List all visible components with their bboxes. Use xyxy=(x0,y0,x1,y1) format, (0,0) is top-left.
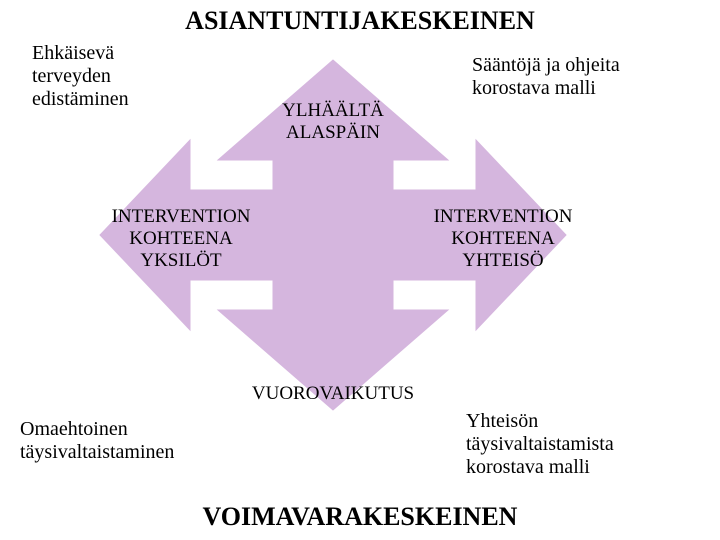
diagram-canvas: ASIANTUNTIJAKESKEINEN VOIMAVARAKESKEINEN… xyxy=(0,0,720,540)
mr-l3: YHTEISÖ xyxy=(462,250,543,271)
tl-l3: edistäminen xyxy=(32,88,129,110)
ml-l3: YKSILÖT xyxy=(140,250,221,271)
label-top-right: Sääntöjä ja ohjeita korostava malli xyxy=(472,54,620,100)
center-top-line2: ALASPÄIN xyxy=(286,122,380,143)
ml-l1: INTERVENTION xyxy=(112,206,251,227)
bl-l2: täysivaltaistaminen xyxy=(20,441,174,463)
label-mid-right: INTERVENTION KOHTEENA YHTEISÖ xyxy=(418,206,588,272)
center-top-line1: YLHÄÄLTÄ xyxy=(282,100,384,121)
mr-l1: INTERVENTION xyxy=(434,206,573,227)
title-bottom: VOIMAVARAKESKEINEN xyxy=(0,502,720,532)
tr-l1: Sääntöjä ja ohjeita xyxy=(472,54,620,76)
label-top-left: Ehkäisevä terveyden edistäminen xyxy=(32,42,129,111)
ml-l2: KOHTEENA xyxy=(129,228,232,249)
br-l1: Yhteisön xyxy=(466,410,538,432)
label-mid-left: INTERVENTION KOHTEENA YKSILÖT xyxy=(96,206,266,272)
center-bottom-label: VUOROVAIKUTUS xyxy=(238,383,428,405)
center-top-label: YLHÄÄLTÄ ALASPÄIN xyxy=(253,100,413,144)
bl-l1: Omaehtoinen xyxy=(20,418,128,440)
label-bottom-left: Omaehtoinen täysivaltaistaminen xyxy=(20,418,174,464)
title-top: ASIANTUNTIJAKESKEINEN xyxy=(0,6,720,36)
tl-l1: Ehkäisevä xyxy=(32,42,114,64)
br-l3: korostava malli xyxy=(466,456,590,478)
tr-l2: korostava malli xyxy=(472,77,596,99)
tl-l2: terveyden xyxy=(32,65,111,87)
mr-l2: KOHTEENA xyxy=(451,228,554,249)
br-l2: täysivaltaistamista xyxy=(466,433,614,455)
label-bottom-right: Yhteisön täysivaltaistamista korostava m… xyxy=(466,410,614,479)
